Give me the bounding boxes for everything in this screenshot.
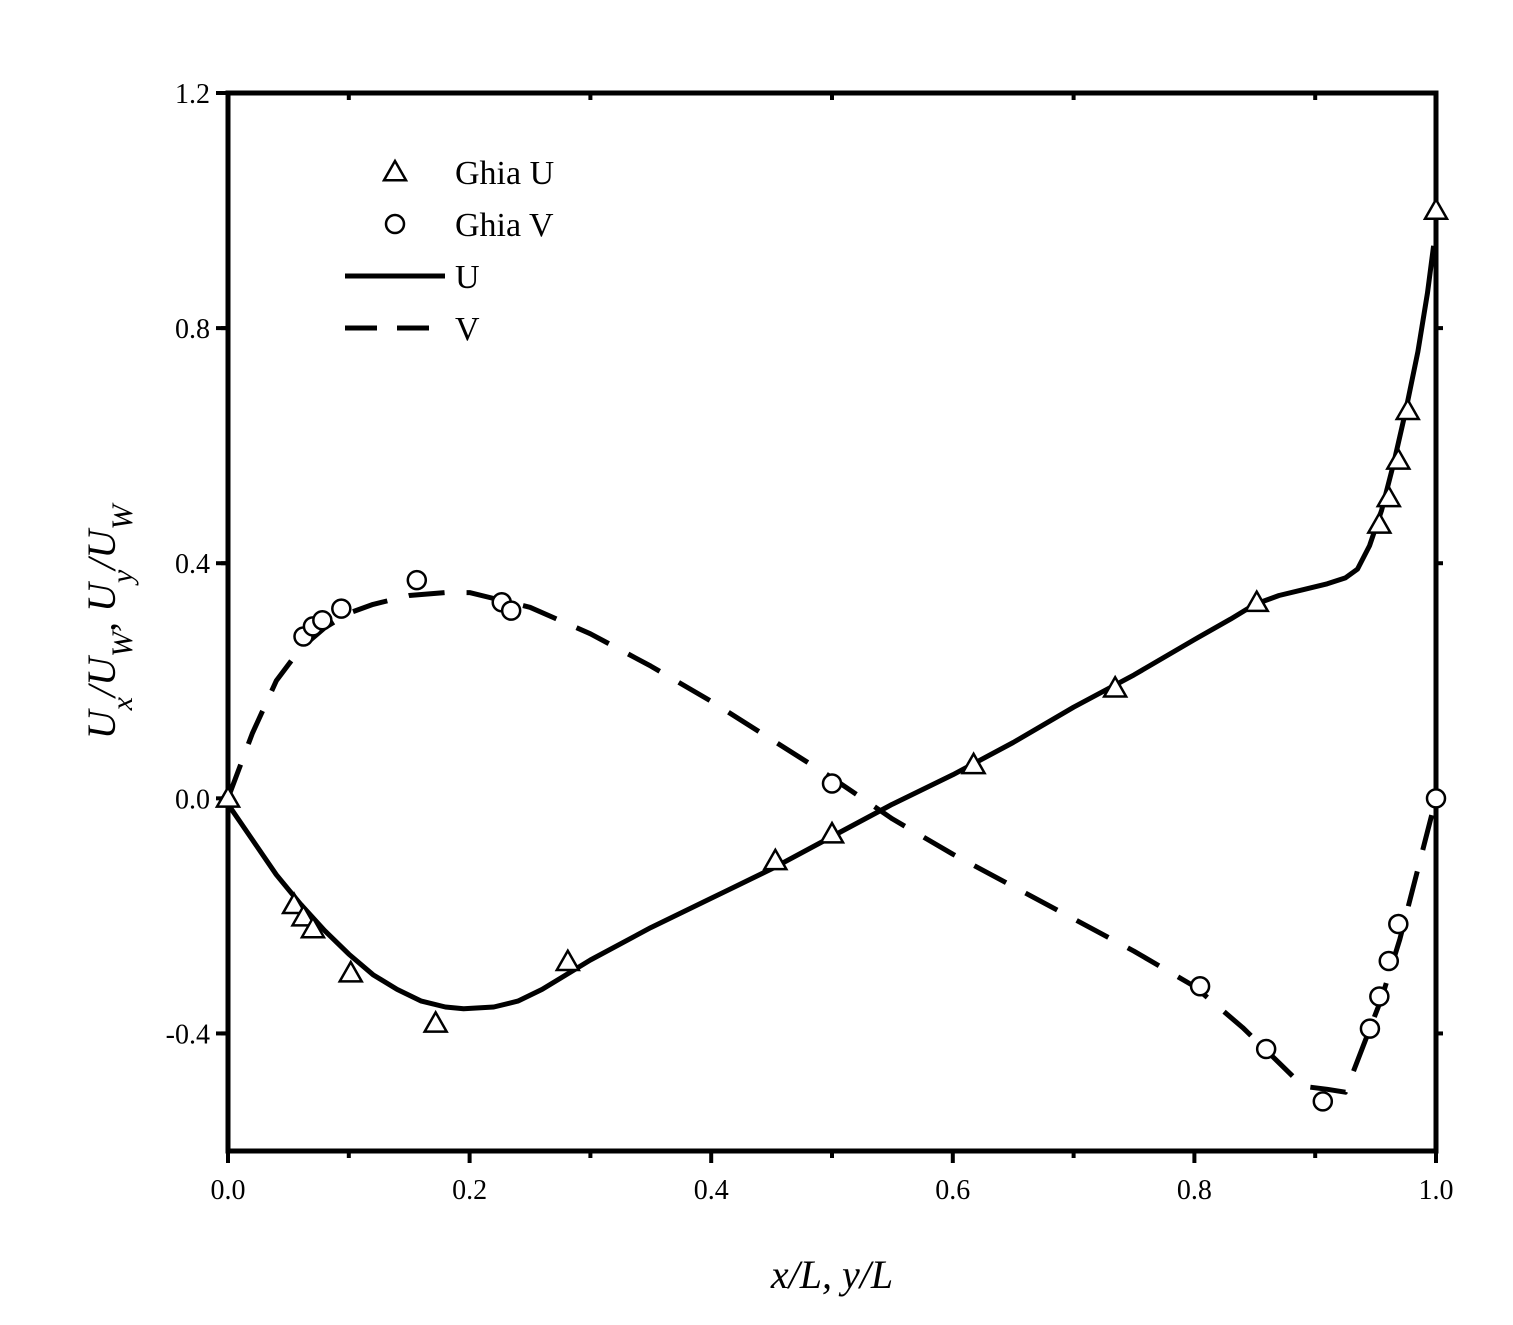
point-ghia-u — [1366, 510, 1393, 534]
axis-ticks — [216, 91, 1443, 1163]
point-ghia-u — [762, 847, 789, 871]
plot-frame — [225, 90, 1439, 1154]
legend-label: V — [455, 311, 480, 348]
legend-label: Ghia U — [455, 155, 554, 192]
y-tick-label: 0.4 — [175, 549, 210, 580]
y-tick-label: 0.0 — [175, 784, 210, 815]
y-tick-label: 1.2 — [175, 79, 210, 110]
point-ghia-v — [406, 569, 428, 591]
plot-border — [225, 90, 1439, 1154]
series-lines — [225, 245, 1439, 1095]
point-ghia-u — [214, 784, 242, 808]
legend-label: U — [455, 259, 480, 296]
point-ghia-u — [960, 751, 987, 775]
x-axis-title: x/L, y/L — [770, 1252, 893, 1297]
legend-item-v: V — [345, 311, 480, 348]
point-ghia-v — [1255, 1038, 1277, 1060]
legend-item-u: U — [345, 259, 480, 296]
point-ghia-v — [1189, 976, 1211, 997]
point-ghia-u — [280, 891, 308, 915]
x-tick-label: 0.6 — [935, 1175, 970, 1206]
point-ghia-u — [1385, 446, 1412, 470]
point-ghia-v — [1359, 1018, 1381, 1039]
x-tick-label: 1.0 — [1419, 1175, 1454, 1206]
legend-triangle-icon — [381, 158, 409, 182]
series-markers — [214, 197, 1450, 1112]
x-tick-label: 0.2 — [452, 1175, 487, 1206]
tick-labels: 0.0 0.2 0.4 0.6 0.8 1.0 -0.4 0.0 0.4 0.8 1.2 — [166, 79, 1454, 1206]
point-ghia-v — [312, 609, 333, 631]
point-ghia-v — [1388, 913, 1409, 935]
legend-label: Ghia V — [455, 207, 554, 244]
point-ghia-u — [299, 915, 327, 939]
series-line-u — [225, 245, 1437, 1012]
point-ghia-u — [290, 903, 317, 927]
point-ghia-v — [331, 598, 352, 619]
point-ghia-u — [818, 820, 846, 844]
point-ghia-v — [500, 600, 522, 621]
point-ghia-v — [1378, 950, 1400, 972]
x-tick-label: 0.8 — [1177, 1175, 1212, 1206]
legend-item-ghia-v: Ghia V — [384, 207, 554, 244]
x-tick-label: 0.0 — [211, 1175, 246, 1206]
legend-circle-icon — [384, 213, 406, 235]
point-ghia-v — [1425, 788, 1447, 809]
point-ghia-u — [1394, 397, 1421, 421]
legend-item-ghia-u: Ghia U — [381, 155, 554, 192]
y-tick-label: -0.4 — [166, 1019, 210, 1050]
point-ghia-u — [1102, 674, 1129, 698]
point-ghia-u — [1375, 484, 1402, 508]
point-ghia-u — [337, 959, 364, 983]
point-ghia-u — [1243, 589, 1270, 613]
point-ghia-u — [422, 1009, 449, 1033]
point-ghia-u — [554, 948, 581, 972]
point-ghia-v — [1312, 1091, 1334, 1112]
legend: Ghia U Ghia V UV — [345, 155, 554, 348]
y-axis-title: Ux/UW, Uy/UW — [79, 502, 139, 739]
point-ghia-u — [1422, 197, 1450, 221]
y-tick-label: 0.8 — [175, 314, 210, 345]
point-ghia-v — [1369, 986, 1390, 1007]
x-tick-label: 0.4 — [694, 1175, 729, 1206]
point-ghia-v — [821, 773, 843, 794]
